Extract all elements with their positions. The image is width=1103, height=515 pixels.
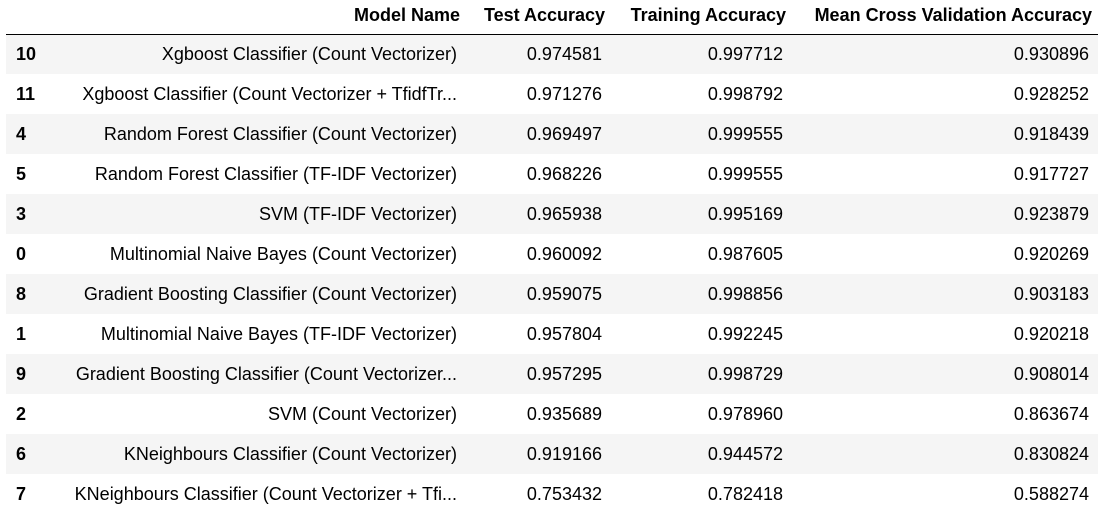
model-name-cell: KNeighbours Classifier (Count Vectorizer… [74,483,457,504]
training-accuracy-cell: 0.999555 [707,163,783,184]
model-name-cell: Gradient Boosting Classifier (Count Vect… [83,283,457,304]
training-accuracy-cell: 0.997712 [707,43,783,64]
table-row: 9 Gradient Boosting Classifier (Count Vec… [6,354,1098,394]
test-accuracy-cell: 0.960092 [526,243,602,264]
test-accuracy-cell: 0.957804 [526,323,602,344]
row-index: 4 [16,123,27,144]
test-accuracy-cell: 0.919166 [526,443,602,464]
training-accuracy-cell: 0.782418 [707,483,783,504]
table-body: 10 Xgboost Classifier (Count Vectorizer) 0… [6,34,1098,514]
training-accuracy-cell: 0.999555 [707,123,783,144]
test-accuracy-cell: 0.957295 [526,363,602,384]
model-name-cell: KNeighbours Classifier (Count Vectorizer… [123,443,457,464]
table-row: 5 Random Forest Classifier (TF-IDF Vector… [6,154,1098,194]
mean-cv-accuracy-cell: 0.928252 [1013,83,1089,104]
row-index: 10 [16,43,37,64]
dataframe-output: Model Name Test Accuracy Training Accura… [6,0,1098,514]
mean-cv-accuracy-cell: 0.830824 [1013,443,1089,464]
training-accuracy-cell: 0.978960 [707,403,783,424]
mean-cv-accuracy-cell: 0.918439 [1013,123,1089,144]
training-accuracy-cell: 0.998856 [707,283,783,304]
table-row: 7 KNeighbours Classifier (Count Vectorize… [6,474,1098,514]
row-index: 9 [16,363,27,384]
mean-cv-accuracy-cell: 0.863674 [1013,403,1089,424]
row-index: 5 [16,163,27,184]
mean-cv-accuracy-header: Mean Cross Validation Accuracy [792,0,1098,35]
test-accuracy-cell: 0.969497 [526,123,602,144]
training-accuracy-cell: 0.995169 [707,203,783,224]
training-accuracy-cell: 0.944572 [707,443,783,464]
row-index: 6 [16,443,27,464]
table-row: 6 KNeighbours Classifier (Count Vectorize… [6,434,1098,474]
results-table: Model Name Test Accuracy Training Accura… [6,0,1098,514]
row-index: 1 [16,323,27,344]
row-index: 3 [16,203,27,224]
model-name-header: Model Name [46,0,466,35]
test-accuracy-header: Test Accuracy [466,0,611,35]
table-row: 1 Multinomial Naive Bayes (TF-IDF Vectori… [6,314,1098,354]
test-accuracy-cell: 0.753432 [526,483,602,504]
mean-cv-accuracy-cell: 0.930896 [1013,43,1089,64]
model-name-cell: SVM (Count Vectorizer) [267,403,457,424]
row-index: 0 [16,243,27,264]
mean-cv-accuracy-cell: 0.588274 [1013,483,1089,504]
mean-cv-accuracy-cell: 0.908014 [1013,363,1089,384]
mean-cv-accuracy-cell: 0.903183 [1013,283,1089,304]
table-row: 8 Gradient Boosting Classifier (Count Vec… [6,274,1098,314]
test-accuracy-cell: 0.959075 [526,283,602,304]
row-index: 11 [16,83,36,104]
table-row: 2 SVM (Count Vectorizer) 0.935689 0.978960 0… [6,394,1098,434]
header-row: Model Name Test Accuracy Training Accura… [6,0,1098,35]
test-accuracy-cell: 0.971276 [526,83,602,104]
model-name-cell: Gradient Boosting Classifier (Count Vect… [75,363,457,384]
test-accuracy-cell: 0.968226 [526,163,602,184]
index-header [6,0,46,35]
table-row: 0 Multinomial Naive Bayes (Count Vectoriz… [6,234,1098,274]
test-accuracy-cell: 0.965938 [526,203,602,224]
table-row: 10 Xgboost Classifier (Count Vectorizer) 0… [6,34,1098,74]
mean-cv-accuracy-cell: 0.917727 [1013,163,1089,184]
training-accuracy-cell: 0.998792 [707,83,783,104]
row-index: 2 [16,403,27,424]
table-row: 3 SVM (TF-IDF Vectorizer) 0.965938 0.995169… [6,194,1098,234]
model-name-cell: SVM (TF-IDF Vectorizer) [258,203,457,224]
table-row: 4 Random Forest Classifier (Count Vectori… [6,114,1098,154]
row-index: 7 [16,483,27,504]
model-name-cell: Random Forest Classifier (Count Vectoriz… [103,123,457,144]
mean-cv-accuracy-cell: 0.920269 [1013,243,1089,264]
training-accuracy-cell: 0.992245 [707,323,783,344]
training-accuracy-cell: 0.987605 [707,243,783,264]
model-name-cell: Multinomial Naive Bayes (Count Vectorize… [109,243,457,264]
row-index: 8 [16,283,27,304]
model-name-cell: Multinomial Naive Bayes (TF-IDF Vectoriz… [100,323,457,344]
mean-cv-accuracy-cell: 0.920218 [1013,323,1089,344]
model-name-cell: Xgboost Classifier (Count Vectorizer + T… [82,83,457,104]
test-accuracy-cell: 0.974581 [526,43,602,64]
training-accuracy-header: Training Accuracy [611,0,792,35]
mean-cv-accuracy-cell: 0.923879 [1013,203,1089,224]
table-header: Model Name Test Accuracy Training Accura… [6,0,1098,35]
table-row: 11 Xgboost Classifier (Count Vectorizer +… [6,74,1098,114]
test-accuracy-cell: 0.935689 [526,403,602,424]
model-name-cell: Random Forest Classifier (TF-IDF Vectori… [94,163,457,184]
model-name-cell: Xgboost Classifier (Count Vectorizer) [161,43,457,64]
training-accuracy-cell: 0.998729 [707,363,783,384]
